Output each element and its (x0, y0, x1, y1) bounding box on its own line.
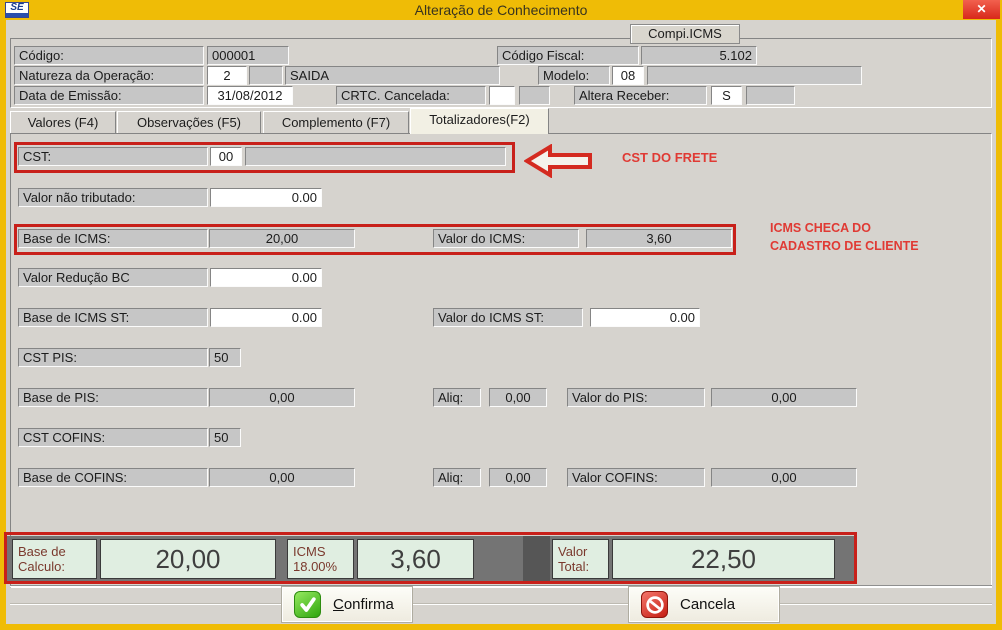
footer-divider (10, 585, 992, 587)
base-icms-st-input[interactable]: 0.00 (210, 308, 322, 327)
icms-annotation-text-line1: ICMS CHECA DO (770, 221, 871, 235)
base-icms-st-label: Base de ICMS ST: (18, 308, 208, 327)
base-cofins-label: Base de COFINS: (18, 468, 208, 487)
base-pis-label: Base de PIS: (18, 388, 208, 407)
natureza-operacao-desc-field: SAIDA (285, 66, 500, 85)
app-icon-letters: SE (10, 2, 24, 13)
natureza-operacao-label: Natureza da Operação: (14, 66, 204, 85)
cst-cofins-label: CST COFINS: (18, 428, 208, 447)
icms-aliquota-label-line2: 18.00% (293, 559, 338, 574)
valor-icms-label: Valor do ICMS: (433, 229, 579, 248)
aliq-cofins-field: 0,00 (489, 468, 547, 487)
altera-receber-label: Altera Receber: (574, 86, 707, 105)
aliq-pis-label: Aliq: (433, 388, 481, 407)
natureza-operacao-input[interactable]: 2 (207, 66, 247, 85)
codigo-fiscal-field: 5.102 (641, 46, 757, 65)
footer-inset-line (10, 603, 992, 605)
base-icms-label: Base de ICMS: (18, 229, 208, 248)
base-calculo-label-line2: Calculo: (18, 559, 65, 574)
base-calculo-value: 20,00 (100, 539, 276, 579)
icms-aliquota-label: ICMS 18.00% (287, 539, 354, 579)
valor-total-label: Valor Total: (552, 539, 609, 579)
crtc-cancelada-extra-field (519, 86, 550, 105)
modelo-input[interactable]: 08 (612, 66, 644, 85)
aliq-pis-field: 0,00 (489, 388, 547, 407)
cst-extra-field (245, 147, 506, 166)
codigo-field: 000001 (207, 46, 289, 65)
valor-reducao-bc-input[interactable]: 0.00 (210, 268, 322, 287)
compl-icms-button[interactable]: Compi.ICMS (630, 24, 740, 44)
valor-nao-tributado-label: Valor não tributado: (18, 188, 208, 207)
icms-total-value: 3,60 (357, 539, 474, 579)
valor-icms-field: 3,60 (586, 229, 732, 248)
base-calculo-label-line1: Base de (18, 544, 66, 559)
valor-total-value: 22,50 (612, 539, 835, 579)
icms-aliquota-label-line1: ICMS (293, 544, 326, 559)
valor-icms-st-label: Valor do ICMS ST: (433, 308, 583, 327)
modelo-label: Modelo: (538, 66, 610, 85)
cancel-button[interactable]: Cancela (628, 586, 780, 623)
tab-complemento[interactable]: Complemento (F7) (263, 111, 409, 133)
crtc-cancelada-label: CRTC. Cancelada: (336, 86, 486, 105)
tab-observacoes[interactable]: Observações (F5) (117, 111, 261, 133)
tab-valores[interactable]: Valores (F4) (10, 111, 116, 133)
close-icon[interactable]: ✕ (963, 0, 1000, 19)
data-emissao-input[interactable]: 31/08/2012 (207, 86, 293, 105)
app-icon: SE (5, 2, 29, 18)
window-title: Alteração de Conhecimento (414, 2, 588, 18)
app-icon-bar (6, 13, 28, 17)
cst-pis-label: CST PIS: (18, 348, 208, 367)
totals-separator (523, 536, 550, 581)
base-pis-field: 0,00 (209, 388, 355, 407)
titlebar: SE Alteração de Conhecimento ✕ (0, 0, 1002, 20)
prohibition-icon (641, 591, 668, 618)
altera-receber-input[interactable]: S (711, 86, 742, 105)
tab-totalizadores[interactable]: Totalizadores(F2) (410, 108, 549, 134)
cst-cofins-field: 50 (209, 428, 241, 447)
base-cofins-field: 0,00 (209, 468, 355, 487)
valor-icms-st-input[interactable]: 0.00 (590, 308, 700, 327)
valor-nao-tributado-input[interactable]: 0.00 (210, 188, 322, 207)
check-icon (294, 591, 321, 618)
base-calculo-label: Base de Calculo: (12, 539, 97, 579)
valor-cofins-field: 0,00 (711, 468, 857, 487)
cst-input[interactable]: 00 (210, 147, 242, 166)
confirm-button[interactable]: Confirma (281, 586, 413, 623)
data-emissao-label: Data de Emissão: (14, 86, 204, 105)
valor-cofins-label: Valor COFINS: (567, 468, 705, 487)
crtc-cancelada-input[interactable] (489, 86, 515, 105)
left-arrow-icon (524, 144, 592, 178)
header-panel (10, 38, 992, 108)
valor-pis-label: Valor do PIS: (567, 388, 705, 407)
codigo-label: Código: (14, 46, 204, 65)
natureza-operacao-extra-field (249, 66, 283, 85)
aliq-cofins-label: Aliq: (433, 468, 481, 487)
cst-label: CST: (18, 147, 208, 166)
icms-annotation-text-line2: CADASTRO DE CLIENTE (770, 239, 919, 253)
cancel-button-label: Cancela (680, 596, 736, 613)
valor-total-label-line1: Valor (558, 544, 588, 559)
codigo-fiscal-label: Código Fiscal: (497, 46, 639, 65)
confirm-button-label: Confirma (333, 596, 394, 613)
valor-pis-field: 0,00 (711, 388, 857, 407)
cst-annotation-text: CST DO FRETE (622, 150, 718, 165)
modelo-extra-field (647, 66, 862, 85)
altera-receber-extra-field (746, 86, 795, 105)
cst-pis-field: 50 (209, 348, 241, 367)
base-icms-field: 20,00 (209, 229, 355, 248)
valor-total-label-line2: Total: (558, 559, 590, 574)
valor-reducao-bc-label: Valor Redução BC (18, 268, 208, 287)
